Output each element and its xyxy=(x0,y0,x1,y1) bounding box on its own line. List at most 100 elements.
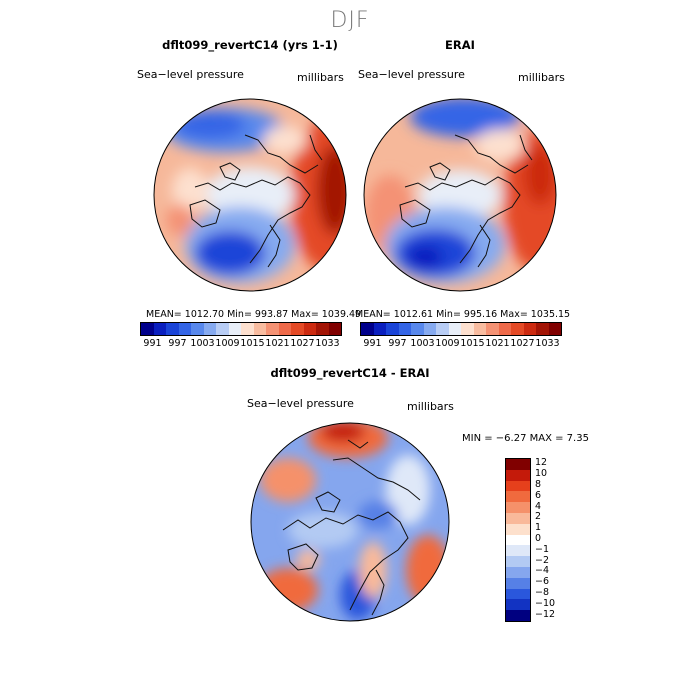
colorbar-erai-swatch xyxy=(473,323,486,335)
colorbar-erai-swatch xyxy=(486,323,499,335)
colorbar-erai-swatch xyxy=(523,323,536,335)
colorbar-diff-swatch xyxy=(506,459,530,470)
colorbar-model-swatch xyxy=(191,323,204,335)
colorbar-diff-tick-label: −6 xyxy=(535,576,550,588)
colorbar-model-swatch xyxy=(216,323,229,335)
field-label-diff: Sea−level pressure xyxy=(247,397,354,410)
colorbar-diff-tick-label: 10 xyxy=(535,468,548,480)
colorbar-model-swatch xyxy=(316,323,329,335)
colorbar-diff-swatch xyxy=(506,545,530,557)
colorbar-diff-swatch xyxy=(506,491,530,503)
colorbar-erai-swatch xyxy=(498,323,511,335)
colorbar-ticks-model: 991 997 1003 1009 1015 1021 1027 1033 xyxy=(140,338,340,349)
colorbar-erai-tick-label: 1021 xyxy=(485,338,510,349)
colorbar-ticks-diff: 12 10 8 6 4 2 1 0 −1 −2 −4 −6 −8 −10 −12 xyxy=(535,457,575,620)
colorbar-erai-swatch xyxy=(511,323,524,335)
panel-title-diff: dflt099_revertC14 - ERAI xyxy=(270,366,430,380)
colorbar-diff-swatch xyxy=(506,512,530,524)
colorbar-erai-swatch xyxy=(436,323,449,335)
colorbar-diff-swatch xyxy=(506,523,530,535)
colorbar-erai-tick-label: 997 xyxy=(388,338,407,349)
colorbar-erai-swatch xyxy=(361,323,374,335)
colorbar-diff-swatch xyxy=(506,502,530,513)
colorbar-diff-tick-label: 0 xyxy=(535,533,542,544)
colorbar-erai-swatch xyxy=(386,323,399,335)
colorbar-diff-swatch xyxy=(506,566,530,578)
panel-title-model: dflt099_revertC14 (yrs 1-1) xyxy=(162,38,338,52)
colorbar-model-swatch xyxy=(141,323,154,335)
polar-map-erai xyxy=(363,98,557,292)
colorbar-erai-tick-label: 1009 xyxy=(435,338,460,349)
colorbar-diff-swatch xyxy=(506,556,530,567)
colorbar-model-swatch xyxy=(228,323,241,335)
colorbar-erai-swatch xyxy=(536,323,549,335)
field-label-erai: Sea−level pressure xyxy=(358,68,465,81)
colorbar-model-tick-label: 1033 xyxy=(315,338,340,349)
colorbar-erai-swatch xyxy=(448,323,461,335)
colorbar-erai-swatch xyxy=(373,323,386,335)
colorbar-erai-swatch xyxy=(423,323,436,335)
colorbar-model-tick-label: 1003 xyxy=(190,338,215,349)
colorbar-diff-tick-label: −4 xyxy=(535,565,550,577)
colorbar-model-swatch xyxy=(278,323,291,335)
stats-model: MEAN= 1012.70 Min= 993.87 Max= 1039.49 xyxy=(146,309,362,320)
polar-map-diff xyxy=(250,422,450,622)
colorbar-model xyxy=(140,322,342,336)
units-label-model: millibars xyxy=(297,71,344,84)
colorbar-diff-tick-label: 4 xyxy=(535,500,542,512)
colorbar-model-tick-label: 1027 xyxy=(290,338,315,349)
colorbar-model-swatch xyxy=(291,323,304,335)
units-label-erai: millibars xyxy=(518,71,565,84)
colorbar-diff-swatch xyxy=(506,599,530,611)
colorbar-diff-swatch xyxy=(506,534,530,546)
polar-map-model xyxy=(153,98,347,292)
colorbar-diff-swatch xyxy=(506,480,530,492)
colorbar-erai-swatch xyxy=(411,323,424,335)
colorbar-diff-swatch xyxy=(506,469,530,481)
colorbar-erai-tick-label: 1015 xyxy=(460,338,485,349)
colorbar-model-swatch xyxy=(203,323,216,335)
colorbar-model-tick-label: 997 xyxy=(168,338,187,349)
colorbar-model-swatch xyxy=(166,323,179,335)
colorbar-model-tick-label: 991 xyxy=(143,338,162,349)
colorbar-diff-tick-label: −2 xyxy=(535,554,550,566)
colorbar-model-swatch xyxy=(266,323,279,335)
stats-diff: MIN = −6.27 MAX = 7.35 xyxy=(462,433,589,444)
colorbar-diff-swatch xyxy=(506,577,530,589)
stats-erai: MEAN= 1012.61 Min= 995.16 Max= 1035.15 xyxy=(355,309,571,320)
colorbar-erai-tick-label: 1027 xyxy=(510,338,535,349)
colorbar-model-tick-label: 1015 xyxy=(240,338,265,349)
colorbar-model-swatch xyxy=(303,323,316,335)
colorbar-diff-tick-label: 6 xyxy=(535,489,542,501)
colorbar-model-tick-label: 1009 xyxy=(215,338,240,349)
season-title: DJF xyxy=(330,8,370,33)
colorbar-erai-swatch xyxy=(548,323,561,335)
colorbar-diff-tick-label: 8 xyxy=(535,479,542,490)
colorbar-diff-tick-label: 1 xyxy=(535,522,542,534)
colorbar-diff-tick-label: 2 xyxy=(535,511,542,523)
colorbar-erai-swatch xyxy=(398,323,411,335)
colorbar-erai-tick-label: 991 xyxy=(363,338,382,349)
panel-title-erai: ERAI xyxy=(445,38,475,52)
colorbar-model-tick-label: 1021 xyxy=(265,338,290,349)
colorbar-erai-swatch xyxy=(461,323,474,335)
colorbar-diff-tick-label: −10 xyxy=(535,597,556,609)
colorbar-diff-tick-label: −8 xyxy=(535,587,550,598)
colorbar-model-swatch xyxy=(178,323,191,335)
field-label-model: Sea−level pressure xyxy=(137,68,244,81)
colorbar-ticks-erai: 991 997 1003 1009 1015 1021 1027 1033 xyxy=(360,338,560,349)
colorbar-erai xyxy=(360,322,562,336)
colorbar-model-swatch xyxy=(241,323,254,335)
colorbar-model-swatch xyxy=(328,323,341,335)
colorbar-erai-tick-label: 1033 xyxy=(535,338,560,349)
colorbar-model-swatch xyxy=(253,323,266,335)
colorbar-diff-swatch xyxy=(506,610,530,621)
colorbar-diff-tick-label: −12 xyxy=(535,608,556,620)
colorbar-erai-tick-label: 1003 xyxy=(410,338,435,349)
colorbar-diff-swatch xyxy=(506,588,530,600)
colorbar-model-swatch xyxy=(153,323,166,335)
units-label-diff: millibars xyxy=(407,400,454,413)
colorbar-diff-tick-label: −1 xyxy=(535,543,550,555)
colorbar-diff xyxy=(505,458,531,622)
colorbar-diff-tick-label: 12 xyxy=(535,457,548,469)
